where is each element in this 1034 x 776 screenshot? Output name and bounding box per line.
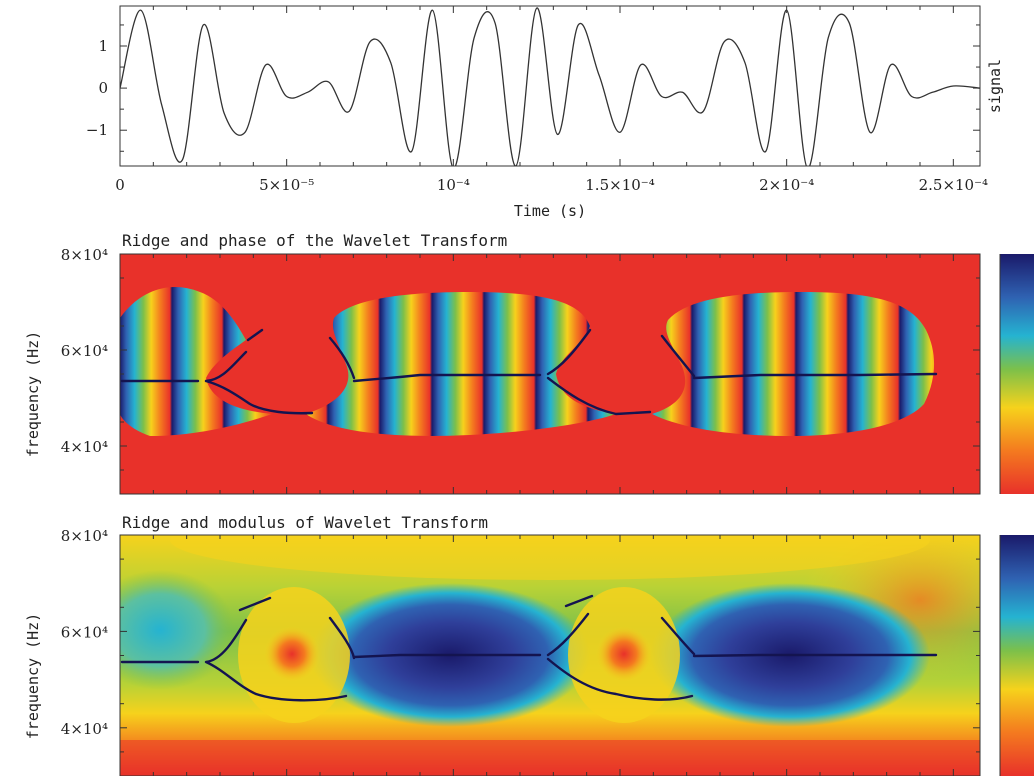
signal-y-tick-label: 1: [98, 37, 108, 55]
modulus-panel-title: Ridge and modulus of Wavelet Transform: [122, 513, 488, 532]
phase-y-tick-label: 6×10⁴: [61, 342, 108, 360]
signal-y-tick-label: 0: [98, 79, 108, 97]
phase-x-ticks: [152, 254, 954, 494]
modulus-colorbar: [1000, 535, 1034, 776]
phase-y-tick-label: 4×10⁴: [61, 438, 108, 456]
signal-plot-frame: [119, 5, 981, 167]
phase-region-1: [120, 287, 272, 436]
modulus-bottom-red: [120, 740, 980, 776]
phase-colorbar: [1000, 254, 1034, 494]
phase-ridge: [120, 328, 938, 416]
signal-x-tick-label: 10⁻⁴: [437, 176, 470, 194]
signal-y-tick-label: −1: [86, 121, 108, 139]
modulus-cyan-left: [120, 570, 235, 690]
signal-series-line: [120, 7, 980, 166]
modulus-hotspot-1: [264, 626, 320, 682]
modulus-top-yellow: [170, 535, 930, 580]
signal-x-axis-title: Time (s): [514, 202, 586, 220]
phase-ridge-line: [120, 328, 938, 416]
phase-region-3: [652, 292, 935, 436]
phase-region-2: [306, 292, 616, 436]
signal-x-tick-label: 0: [115, 176, 125, 194]
signal-x-tick-label: 2×10⁻⁴: [759, 176, 814, 194]
phase-panel-title: Ridge and phase of the Wavelet Transform: [122, 231, 507, 250]
signal-x-tick-label: 2.5×10⁻⁴: [919, 176, 988, 194]
signal-x-tick-label: 5×10⁻⁵: [259, 176, 314, 194]
modulus-ridge-line: [120, 594, 938, 702]
phase-y-axis-title: frequency (Hz): [24, 331, 42, 457]
phase-heatmap: [120, 254, 980, 494]
signal-y-axis-title: signal: [986, 59, 1004, 113]
modulus-ridge: [120, 594, 938, 702]
phase-panel: Ridge and phase of the Wavelet Transform…: [24, 231, 1034, 495]
modulus-y-tick-label: 8×10⁴: [61, 527, 108, 545]
phase-y-tick-label: 8×10⁴: [61, 246, 108, 264]
signal-panel: 0 5×10⁻⁵ 10⁻⁴ 1.5×10⁻⁴ 2×10⁻⁴ 2.5×10⁻⁴ 1 0 −1 T…: [86, 5, 1004, 220]
phase-y-ticks: 8×10⁴ 6×10⁴ 4×10⁴: [61, 246, 980, 471]
signal-x-ticks: 0 5×10⁻⁵ 10⁻⁴ 1.5×10⁻⁴ 2×10⁻⁴ 2.5×10⁻⁴: [115, 6, 988, 194]
modulus-panel: Ridge and modulus of Wavelet Transform 8…: [24, 513, 1034, 776]
modulus-y-ticks: 8×10⁴ 6×10⁴ 4×10⁴: [61, 527, 980, 753]
modulus-heatmap: [120, 535, 980, 776]
modulus-hotspot-2: [596, 626, 652, 682]
signal-x-tick-label: 1.5×10⁻⁴: [585, 176, 654, 194]
modulus-y-tick-label: 4×10⁴: [61, 720, 108, 738]
modulus-y-tick-label: 6×10⁴: [61, 623, 108, 641]
modulus-y-axis-title: frequency (Hz): [24, 613, 42, 739]
signal-y-ticks: 1 0 −1: [86, 24, 980, 152]
modulus-x-ticks: [152, 535, 954, 776]
